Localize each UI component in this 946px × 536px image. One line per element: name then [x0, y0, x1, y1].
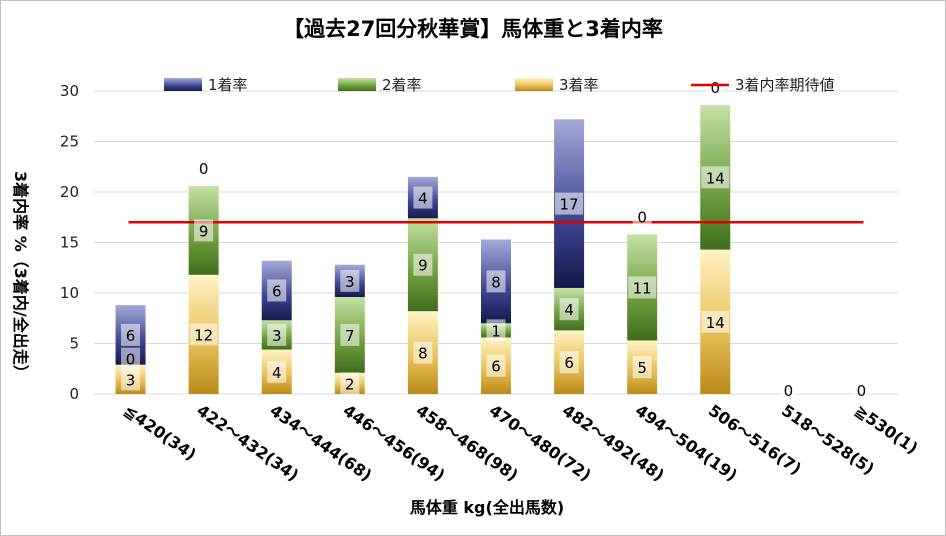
- data-label-box: [121, 323, 141, 346]
- data-label: 2: [345, 375, 355, 393]
- data-label: 5: [637, 359, 647, 377]
- data-label: 6: [272, 282, 282, 300]
- x-axis-ticks: ≦420(34)422～432(34)434～444(68)446～456(94…: [120, 401, 921, 485]
- legend-swatch: [338, 78, 376, 91]
- y-tick-label: 5: [69, 335, 79, 353]
- y-tick-label: 15: [60, 234, 79, 252]
- legend-swatch: [515, 78, 553, 91]
- data-label-box: [778, 379, 798, 401]
- data-label: 0: [710, 79, 720, 97]
- data-label: 9: [199, 222, 209, 240]
- data-label-box: [194, 156, 214, 179]
- data-label-box: [701, 310, 730, 333]
- data-label: 8: [418, 345, 428, 363]
- data-label-box: [189, 323, 218, 346]
- y-axis-ticks: 0 5 10 15 20 25 30: [60, 82, 79, 403]
- data-label-box: [413, 253, 433, 276]
- data-label: 4: [418, 190, 428, 208]
- data-label: 0: [199, 160, 209, 178]
- data-label-box: [413, 186, 433, 209]
- data-label-box: [555, 192, 584, 215]
- legend-label: 2着率: [382, 76, 422, 94]
- data-label: 9: [418, 257, 428, 275]
- data-label-box: [701, 166, 730, 189]
- data-label: 4: [272, 364, 282, 382]
- x-tick-label: ≧530(1): [851, 401, 921, 458]
- data-label: 12: [194, 326, 213, 344]
- data-label: 0: [637, 208, 647, 226]
- y-axis-label: 3着内率 %（3着内/全出走）: [11, 171, 30, 381]
- y-tick-label: 20: [60, 183, 79, 201]
- x-tick-label: ≦420(34): [120, 401, 199, 465]
- x-axis-label: 馬体重 kg(全出馬数): [410, 498, 564, 517]
- data-label-box: [559, 351, 579, 374]
- data-label: 14: [706, 169, 725, 187]
- data-label-box: [486, 270, 506, 293]
- y-tick-label: 0: [69, 385, 79, 403]
- data-label: 0: [784, 382, 794, 400]
- data-label: 11: [633, 279, 652, 297]
- chart-title: 【過去27回分秋華賞】馬体重と3着内率: [283, 17, 663, 41]
- data-label-box: [340, 323, 360, 346]
- y-tick-label: 30: [60, 82, 79, 100]
- data-label-box: [340, 372, 360, 395]
- data-label-box: [559, 298, 579, 321]
- data-label-box: [413, 341, 433, 364]
- data-label-box: [632, 356, 652, 379]
- data-label: 3: [345, 273, 355, 291]
- data-label-box: [628, 276, 657, 299]
- legend: 1着率 2着率 3着率 3着内率期待値: [164, 76, 835, 94]
- data-label-box: [121, 368, 141, 391]
- data-label: 0: [857, 382, 867, 400]
- data-label-box: [267, 279, 287, 302]
- data-label: 7: [345, 327, 355, 345]
- legend-label: 3着内率期待値: [735, 76, 835, 94]
- data-label-box: [486, 354, 506, 377]
- y-tick-label: 10: [60, 284, 79, 302]
- data-label: 8: [491, 273, 501, 291]
- data-label-box: [121, 347, 141, 370]
- legend-label: 1着率: [208, 76, 248, 94]
- data-label: 17: [560, 196, 579, 214]
- data-label-box: [632, 205, 652, 228]
- data-label: 6: [126, 327, 136, 345]
- data-label: 6: [491, 358, 501, 376]
- data-labels: 3 0 6 12 9 0 4 3 6 2 7 3 8 9 4 6 1 8 6 4 17 5 11 0 14 14 0 0 0: [121, 76, 871, 401]
- data-label-box: [705, 76, 725, 99]
- data-label-box: [194, 219, 214, 242]
- legend-label: 3着率: [559, 76, 599, 94]
- data-label-box: [340, 269, 360, 292]
- data-label-box: [851, 379, 871, 401]
- data-label: 3: [126, 371, 136, 389]
- data-label: 6: [564, 354, 574, 372]
- data-label: 4: [564, 301, 574, 319]
- data-label-box: [267, 323, 287, 346]
- y-tick-label: 25: [60, 133, 79, 151]
- legend-swatch: [164, 78, 202, 91]
- data-label-box: [267, 360, 287, 383]
- data-label: 0: [126, 351, 136, 369]
- data-label: 3: [272, 327, 282, 345]
- data-label: 14: [706, 314, 725, 332]
- data-label-box: [486, 319, 506, 342]
- data-label: 1: [491, 322, 501, 340]
